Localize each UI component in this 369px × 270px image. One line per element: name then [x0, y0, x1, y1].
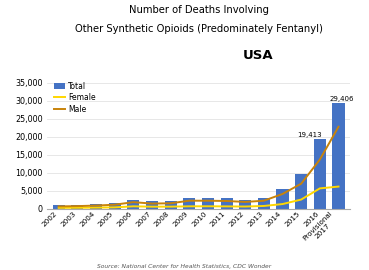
Bar [258, 198, 270, 209]
Bar [165, 201, 177, 209]
Bar [183, 198, 195, 209]
Text: USA: USA [243, 49, 273, 62]
Bar [314, 139, 326, 209]
Legend: Total, Female, Male: Total, Female, Male [51, 79, 98, 116]
Bar [146, 201, 158, 209]
Text: Source: National Center for Health Statistics, CDC Wonder: Source: National Center for Health Stati… [97, 264, 272, 269]
Text: 29,406: 29,406 [329, 96, 354, 102]
Text: Other Synthetic Opioids (Predominately Fentanyl): Other Synthetic Opioids (Predominately F… [75, 24, 323, 34]
Bar [108, 203, 121, 209]
Bar [202, 198, 214, 209]
Bar [221, 198, 232, 209]
Bar [276, 189, 289, 209]
Bar [127, 200, 139, 209]
Bar [239, 200, 251, 209]
Bar [71, 205, 83, 209]
Text: 19,413: 19,413 [297, 132, 322, 138]
Bar [90, 204, 102, 209]
Bar [53, 205, 65, 209]
Bar [295, 174, 307, 209]
Text: Number of Deaths Involving: Number of Deaths Involving [129, 5, 269, 15]
Bar [332, 103, 345, 209]
